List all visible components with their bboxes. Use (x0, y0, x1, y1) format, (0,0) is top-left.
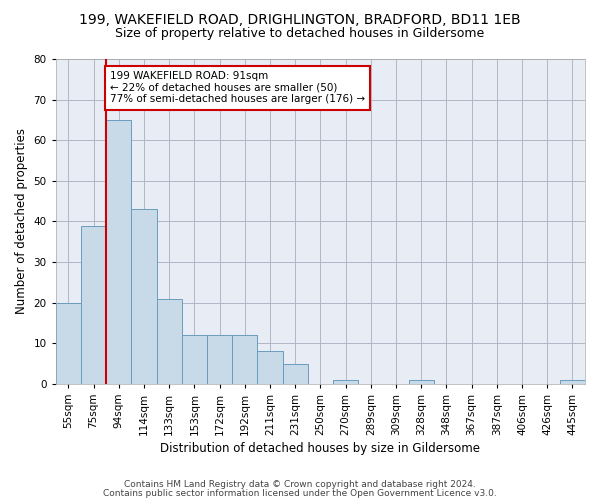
Bar (409, 380, 434, 384)
Bar (81, 226, 106, 384)
Bar (207, 335, 232, 384)
Bar (232, 335, 257, 384)
Bar (157, 298, 182, 384)
X-axis label: Distribution of detached houses by size in Gildersome: Distribution of detached houses by size … (160, 442, 481, 455)
Y-axis label: Number of detached properties: Number of detached properties (15, 128, 28, 314)
Bar (131, 210, 157, 384)
Bar (182, 335, 207, 384)
Text: Contains public sector information licensed under the Open Government Licence v3: Contains public sector information licen… (103, 488, 497, 498)
Bar (56, 302, 81, 384)
Bar (560, 380, 585, 384)
Bar (106, 120, 131, 384)
Bar (333, 380, 358, 384)
Text: 199, WAKEFIELD ROAD, DRIGHLINGTON, BRADFORD, BD11 1EB: 199, WAKEFIELD ROAD, DRIGHLINGTON, BRADF… (79, 12, 521, 26)
Text: 199 WAKEFIELD ROAD: 91sqm
← 22% of detached houses are smaller (50)
77% of semi-: 199 WAKEFIELD ROAD: 91sqm ← 22% of detac… (110, 71, 365, 104)
Text: Size of property relative to detached houses in Gildersome: Size of property relative to detached ho… (115, 28, 485, 40)
Text: Contains HM Land Registry data © Crown copyright and database right 2024.: Contains HM Land Registry data © Crown c… (124, 480, 476, 489)
Bar (257, 352, 283, 384)
Bar (283, 364, 308, 384)
